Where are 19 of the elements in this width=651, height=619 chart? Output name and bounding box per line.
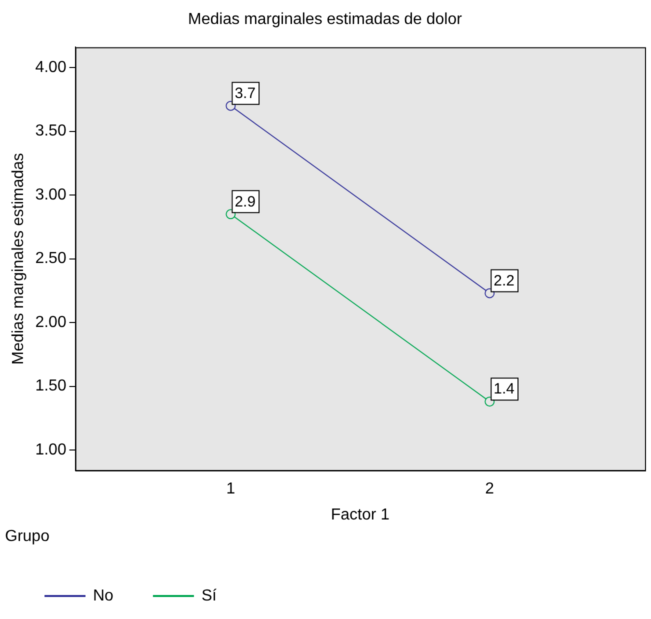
- y-tick-label: 3.50: [35, 122, 66, 140]
- data-label: 1.4: [494, 380, 514, 398]
- x-tick-label: 2: [485, 480, 494, 498]
- y-tick-label: 1.00: [35, 441, 66, 458]
- data-label: 2.2: [494, 272, 514, 290]
- y-tick-label: 2.00: [35, 314, 66, 331]
- data-label: 2.9: [234, 193, 256, 210]
- y-axis-title: Medias marginales estimadas: [10, 152, 28, 365]
- x-tick-label: 1: [226, 480, 236, 498]
- chart-title: Medias marginales estimadas de dolor: [188, 11, 463, 28]
- y-tick-label: 3.00: [35, 186, 66, 204]
- x-axis-title: Factor 1: [330, 506, 390, 524]
- data-label: 3.7: [234, 84, 256, 102]
- y-tick-label: 1.50: [35, 378, 66, 395]
- y-tick-label: 4.00: [35, 59, 66, 76]
- legend-label: Sí: [201, 587, 218, 604]
- legend-title: Grupo: [5, 528, 50, 546]
- y-tick-label: 2.50: [35, 250, 66, 268]
- legend-label: No: [93, 587, 114, 604]
